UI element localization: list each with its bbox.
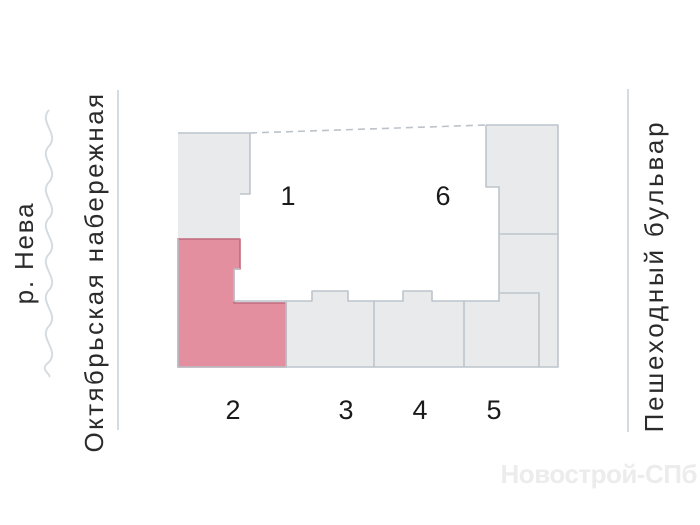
svg-text:2: 2 [225,395,240,425]
svg-text:Октябрьская набережная: Октябрьская набережная [79,91,109,452]
svg-text:1: 1 [280,181,295,211]
svg-text:Новострой-СПб: Новострой-СПб [501,459,698,489]
svg-text:Пешеходный бульвар: Пешеходный бульвар [639,120,669,433]
svg-text:р. Нева: р. Нева [9,202,39,305]
svg-text:4: 4 [412,395,427,425]
svg-text:5: 5 [486,395,501,425]
svg-text:6: 6 [435,181,450,211]
svg-text:3: 3 [338,395,353,425]
